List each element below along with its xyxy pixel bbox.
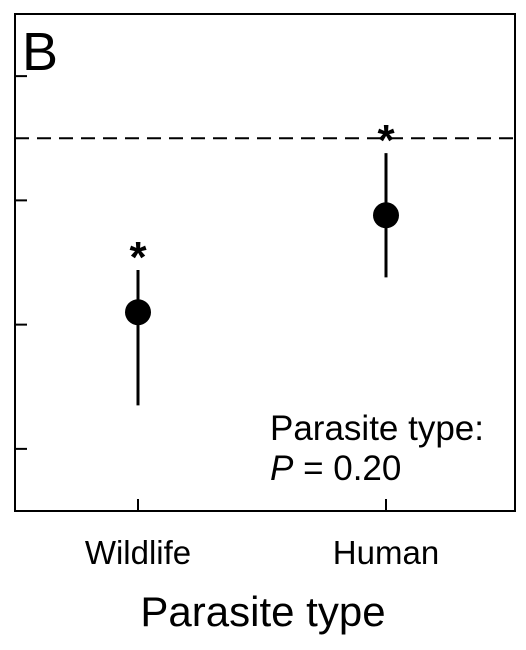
significance-marker: * <box>377 116 395 165</box>
annotation-stat-value: = 0.20 <box>293 449 401 488</box>
data-points: ** <box>125 116 399 406</box>
x-tick-label: Human <box>333 534 439 571</box>
annotation-stat-symbol: P <box>270 449 294 488</box>
annotation-line2: P = 0.20 <box>270 449 401 488</box>
x-axis-title: Parasite type <box>140 588 385 635</box>
significance-marker: * <box>129 233 147 282</box>
x-tick-label: Wildlife <box>85 534 191 571</box>
data-point <box>373 202 399 229</box>
data-point <box>125 299 151 326</box>
y-ticks <box>15 75 27 450</box>
panel-label: B <box>22 22 58 82</box>
x-ticks <box>137 499 387 511</box>
plot-frame <box>14 13 516 512</box>
x-tick-labels: Wildlife Human <box>85 534 439 571</box>
annotation-line1: Parasite type: <box>270 409 484 448</box>
